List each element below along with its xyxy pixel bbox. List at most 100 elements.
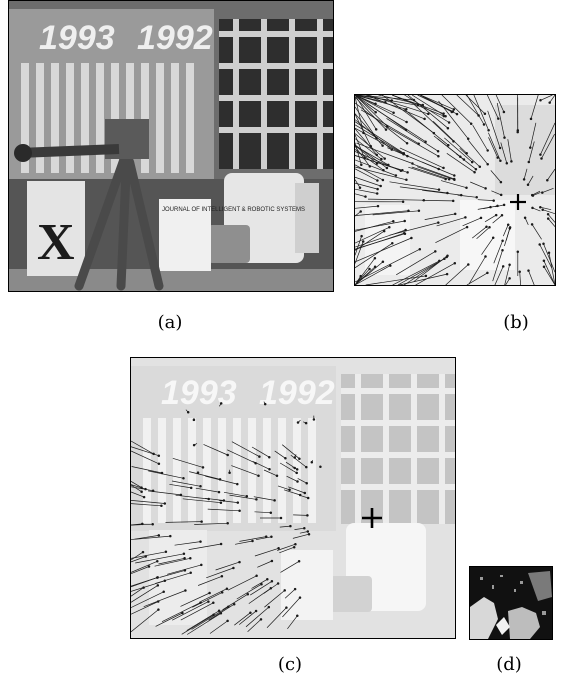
- flow-vector-b: [523, 168, 528, 180]
- flow-vector-c-origin: [219, 542, 223, 546]
- flow-vector-b: [355, 182, 378, 190]
- flow-vector-b-origin: [381, 144, 384, 147]
- flow-vector-b-origin: [446, 254, 449, 258]
- flow-vector-c-origin: [160, 504, 163, 508]
- flow-vector-c: [131, 577, 158, 588]
- flow-vector-c-origin: [254, 461, 257, 465]
- flow-vector-b-origin: [422, 198, 426, 202]
- scene-image-a: 1993 1992 JOURNAL OF INTELLIGENT & ROBOT…: [9, 1, 333, 291]
- flow-vector-b-origin: [485, 225, 488, 229]
- flow-vector-c-origin: [226, 619, 229, 623]
- flow-vector-c-origin: [208, 591, 211, 595]
- flow-vector-c-origin: [226, 453, 229, 457]
- flow-vector-b-origin: [388, 226, 391, 229]
- flow-vector-b: [481, 237, 494, 255]
- flow-vector-b: [529, 122, 537, 148]
- flow-vector-c: [235, 540, 253, 545]
- flow-vector-c: [131, 551, 166, 559]
- flow-vector-b-origin: [392, 220, 395, 223]
- flow-vector-c-origin: [285, 606, 288, 609]
- flow-vector-b-origin: [359, 210, 362, 213]
- flow-vector-c-origin: [196, 471, 200, 474]
- flow-vector-c: [288, 486, 305, 494]
- flow-vector-b-origin: [390, 99, 394, 102]
- flow-vector-c-origin: [156, 560, 159, 563]
- flow-vector-b-origin: [516, 250, 520, 254]
- flow-vector-b: [477, 199, 494, 201]
- flow-vector-c-origin: [140, 490, 143, 493]
- flow-vector-b-origin: [489, 205, 492, 209]
- flow-vector-b-origin: [542, 265, 546, 269]
- flow-vector-c-origin: [199, 485, 202, 488]
- flow-vector-b-origin: [484, 187, 487, 190]
- flow-vector-b-origin: [500, 214, 504, 217]
- flow-vector-b-origin: [373, 256, 377, 260]
- flow-vector-b-origin: [442, 114, 446, 118]
- calendar-year-left-c: 1993: [161, 374, 237, 412]
- flow-vector-c-origin: [236, 501, 240, 504]
- flow-vector-b: [355, 164, 384, 181]
- flow-vector-c-origin: [307, 532, 311, 536]
- flow-vector-c-origin: [217, 609, 221, 613]
- flow-vector-b: [539, 244, 553, 269]
- flow-vector-b: [476, 227, 490, 240]
- flow-vector-c-origin: [220, 575, 224, 578]
- calendar-year-right: 1992: [137, 19, 213, 57]
- flow-vector-c-origin: [279, 516, 283, 520]
- caption-a: (a): [157, 312, 183, 333]
- flow-vector-c-origin: [232, 602, 236, 606]
- flow-vector-c: [239, 536, 267, 542]
- flow-vector-c-origin: [141, 522, 144, 526]
- flow-vector-b: [424, 213, 456, 220]
- flow-vector-c-origin: [266, 578, 269, 581]
- flow-vector-c-origin: [164, 550, 168, 554]
- flow-vector-b-origin: [522, 178, 526, 181]
- flow-vector-c: [299, 495, 309, 499]
- flow-vector-c: [222, 593, 248, 611]
- flow-vector-b-origin: [529, 146, 532, 149]
- flow-vector-b: [399, 186, 448, 194]
- flow-vector-c-origin: [288, 488, 291, 492]
- flow-vector-b-origin: [403, 219, 406, 223]
- flow-vector-b-origin: [407, 209, 410, 212]
- flow-vector-b: [372, 210, 419, 216]
- flow-vector-b-origin: [391, 242, 394, 245]
- flow-vector-c: [192, 592, 223, 608]
- flow-vector-c: [148, 470, 184, 479]
- flow-vector-b: [355, 149, 384, 171]
- flow-vector-b: [472, 125, 489, 151]
- flow-vector-c: [143, 590, 186, 608]
- flow-vector-b: [473, 95, 489, 131]
- flow-vector-b-origin: [546, 217, 550, 220]
- flow-vector-c: [218, 500, 238, 503]
- flow-vector-b: [524, 217, 529, 226]
- panel-d-mask-image: [469, 566, 553, 640]
- flow-vector-b: [456, 95, 479, 116]
- flow-vector-c: [131, 587, 144, 597]
- flow-vector-c: [195, 487, 220, 493]
- flow-vector-c-origin: [305, 465, 308, 469]
- flow-vector-b: [355, 133, 385, 159]
- flow-vector-c: [154, 557, 191, 567]
- panel-b-flow-field: [354, 94, 556, 286]
- flow-vector-b: [355, 243, 393, 269]
- flow-vector-c-origin: [157, 608, 160, 611]
- flow-vector-c-origin: [246, 592, 250, 596]
- flow-vector-c: [251, 446, 270, 458]
- flow-vector-b: [507, 139, 512, 162]
- flow-vector-b-origin: [442, 112, 445, 115]
- flow-vector-b-origin: [492, 199, 495, 202]
- flow-field-c: 1993 1992: [131, 358, 455, 638]
- flow-vector-b-origin: [359, 274, 362, 278]
- flow-vector-b: [459, 147, 481, 167]
- flow-vector-c-origin: [218, 478, 222, 481]
- flow-vector-c-origin: [273, 499, 276, 502]
- flow-vector-b-origin: [539, 205, 542, 209]
- flow-vector-c: [254, 511, 271, 514]
- flow-vector-c-origin: [181, 611, 184, 615]
- flow-vector-b: [548, 252, 555, 285]
- flow-vector-c: [131, 601, 159, 615]
- flow-vector-c-origin: [157, 454, 161, 457]
- flow-vector-c: [293, 514, 308, 516]
- flow-vector-c-origin: [249, 611, 252, 614]
